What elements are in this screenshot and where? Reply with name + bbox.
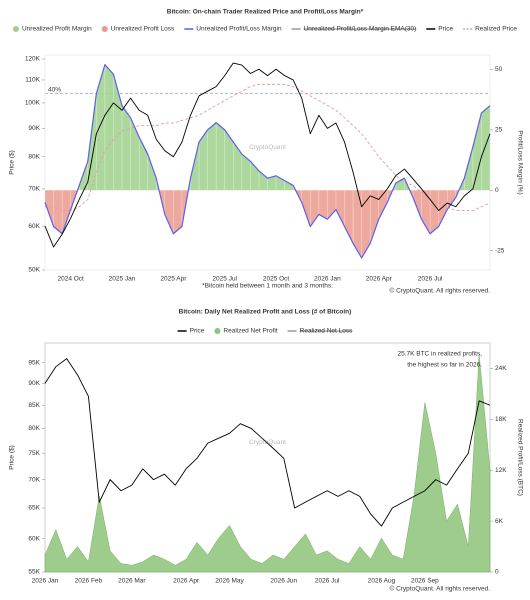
x-tick-label: 2026 Jan (314, 276, 341, 283)
x-tick-label: 2026 Aug (368, 578, 396, 585)
legend-label: Unrealized Profit Margin (22, 26, 92, 33)
y-tick-label: 95K (28, 359, 40, 366)
legend-label: Unrealized Profit Loss (111, 26, 175, 33)
y2-axis-title: Profit/Loss Margin (%) (516, 130, 523, 194)
annotation: 25.7K BTC in realized profits, (397, 351, 482, 358)
legend-label: Realized Net Loss (300, 328, 353, 335)
chart-title: Bitcoin: On-chain Trader Realized Price … (167, 9, 364, 16)
annotation: the highest so far in 2026. (407, 362, 482, 369)
line (44, 358, 491, 527)
y-axis-title: Price ($) (9, 445, 16, 470)
chart-title: Bitcoin: Daily Net Realized Profit and L… (179, 309, 352, 316)
y-tick-label: 50K (28, 267, 40, 274)
legend-item: Unrealized Profit Loss (101, 26, 175, 33)
y2-tick-label: 18K (495, 416, 507, 423)
legend-label: Unrealized Profit/Loss Margin EMA(30) (304, 26, 417, 33)
x-tick-label: 2025 Jul (212, 276, 237, 283)
y2-tick-label: -25 (495, 247, 505, 254)
legend-label: Realized Price (475, 26, 517, 33)
x-tick-label: 2025 Apr (160, 276, 187, 283)
x-tick-label: 2026 Mar (118, 578, 146, 585)
y-tick-label: 120K (25, 56, 41, 63)
legend-item: Realized Price (463, 26, 517, 33)
y-tick-label: 100K (25, 100, 41, 107)
legend-item: Unrealized Profit Margin (12, 26, 92, 33)
copyright: © CryptoQuant. All rights reserved. (389, 585, 490, 593)
y-tick-label: 70K (28, 186, 40, 193)
y2-tick-label: 24K (495, 365, 507, 372)
legend-label: Price (438, 26, 453, 33)
copyright: © CryptoQuant. All rights reserved. (389, 287, 490, 295)
x-tick-label: 2026 Apr (366, 276, 393, 283)
legend-item: Realized Net Profit (214, 328, 278, 335)
y-tick-label: 60K (28, 535, 40, 542)
y2-tick-label: 0 (495, 569, 499, 576)
x-tick-label: 2026 Jan (32, 578, 59, 585)
y-tick-label: 80K (28, 425, 40, 432)
x-tick-label: 2025 Oct (263, 276, 290, 283)
y-tick-label: 60K (28, 223, 40, 230)
line (45, 83, 491, 211)
y2-tick-label: 6K (495, 518, 504, 525)
area-group (45, 190, 490, 258)
area (44, 354, 491, 573)
x-tick-label: 2024 Oct (57, 276, 84, 283)
y-tick-label: 70K (28, 476, 40, 483)
area (77, 64, 490, 191)
reference-label: 40% (48, 86, 61, 93)
x-tick-label: 2026 Feb (75, 578, 103, 585)
legend-label: Unrealized Profit/Loss Margin (196, 26, 282, 33)
x-tick-label: 2025 Jan (109, 276, 136, 283)
y2-axis-title: Realized Profit/Loss (BTC) (516, 419, 523, 496)
legend-swatch (214, 328, 221, 334)
legend-item: Unrealized Profit/Loss Margin EMA(30) (291, 26, 417, 33)
y-axis-title: Price ($) (9, 150, 16, 175)
y2-tick-label: 0 (495, 187, 499, 194)
legend-swatch (12, 26, 19, 32)
footnote: *Bitcoin held between 1 month and 3 mont… (202, 283, 333, 290)
y-tick-label: 80K (28, 153, 40, 160)
legend-label: Realized Net Profit (223, 328, 277, 335)
watermark: CryptoQuant (249, 144, 286, 151)
legend-swatch (101, 26, 108, 32)
legend-label: Price (190, 328, 205, 335)
y2-tick-label: 25 (495, 127, 503, 134)
legend-item: Price (426, 26, 453, 33)
legend-item: Price (177, 328, 205, 335)
line (44, 62, 491, 248)
y-tick-label: 90K (28, 125, 40, 132)
y-tick-label: 85K (28, 402, 40, 409)
y2-tick-label: 12K (495, 467, 507, 474)
y-tick-label: 75K (28, 450, 40, 457)
y-tick-label: 55K (28, 569, 40, 576)
x-tick-label: 2026 Sep (411, 578, 439, 585)
legend-item: Realized Net Loss (287, 328, 353, 335)
legend-item: Unrealized Profit/Loss Margin (184, 26, 282, 33)
y-tick-label: 110K (25, 77, 40, 84)
x-tick-label: 2026 Apr (173, 578, 200, 585)
x-tick-label: 2026 Jun (270, 578, 297, 585)
y-tick-label: 65K (28, 505, 40, 512)
x-tick-label: 2026 Jul (315, 578, 340, 585)
area-group (77, 64, 490, 191)
x-tick-label: 2026 May (215, 578, 244, 585)
y-tick-label: 90K (28, 380, 40, 387)
x-tick-label: 2026 Jul (418, 276, 443, 283)
y2-tick-label: 50 (495, 66, 503, 73)
line (44, 64, 491, 259)
